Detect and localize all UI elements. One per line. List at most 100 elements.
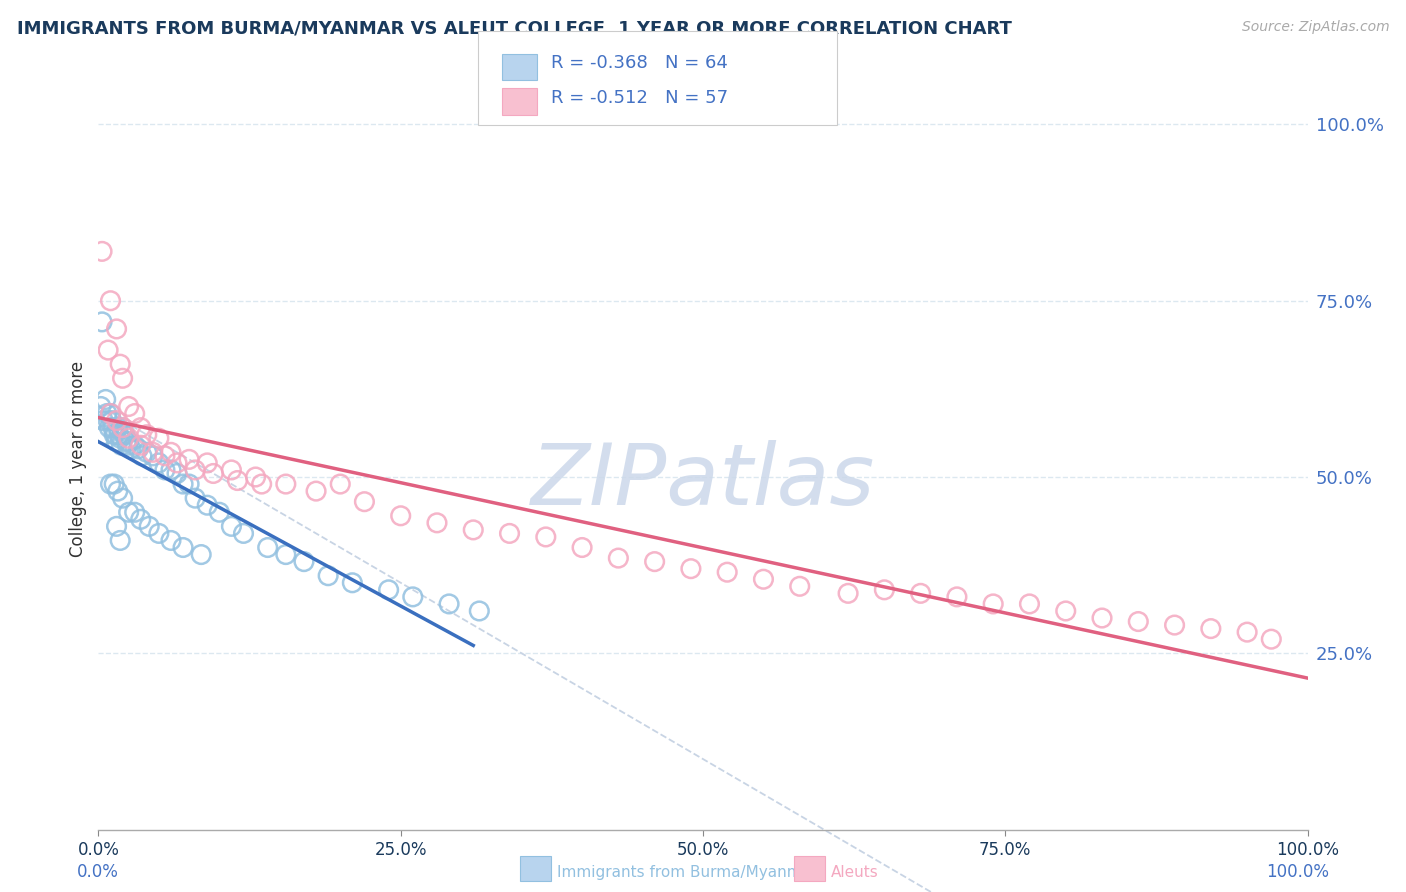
Point [118, 434, 141, 449]
Point [256, 541, 278, 555]
Point [97, 343, 120, 357]
Point [1091, 611, 1114, 625]
Point [120, 442, 142, 456]
Point [118, 505, 141, 519]
Point [910, 586, 932, 600]
Point [124, 505, 146, 519]
Point [1128, 615, 1150, 629]
Point [1236, 625, 1258, 640]
Point [250, 477, 273, 491]
Point [166, 456, 188, 470]
Point [342, 575, 364, 590]
Text: IMMIGRANTS FROM BURMA/MYANMAR VS ALEUT COLLEGE, 1 YEAR OR MORE CORRELATION CHART: IMMIGRANTS FROM BURMA/MYANMAR VS ALEUT C… [17, 20, 1012, 37]
Point [105, 434, 128, 449]
Point [160, 445, 183, 459]
Point [274, 548, 297, 562]
Point [98, 420, 121, 434]
Point [426, 516, 449, 530]
Text: Aleuts: Aleuts [831, 865, 879, 880]
Point [316, 568, 339, 582]
Point [245, 470, 267, 484]
Point [100, 407, 122, 421]
Y-axis label: College, 1 year or more: College, 1 year or more [69, 361, 87, 558]
Point [100, 293, 122, 308]
Point [644, 555, 666, 569]
Point [129, 438, 152, 452]
Point [108, 427, 131, 442]
Point [97, 414, 120, 428]
Point [153, 449, 176, 463]
Point [118, 400, 141, 414]
Point [305, 484, 328, 499]
Point [103, 477, 125, 491]
Point [108, 431, 131, 445]
Point [1163, 618, 1185, 632]
Point [100, 477, 122, 491]
Point [101, 420, 124, 434]
Point [105, 519, 128, 533]
Point [94, 392, 117, 407]
Point [142, 445, 165, 459]
Point [129, 420, 152, 434]
Point [111, 371, 134, 385]
Point [1199, 622, 1222, 636]
Point [172, 477, 194, 491]
Text: R = -0.368   N = 64: R = -0.368 N = 64 [551, 54, 728, 71]
Point [138, 519, 160, 533]
Point [389, 508, 412, 523]
Text: Immigrants from Burma/Myanmar: Immigrants from Burma/Myanmar [557, 865, 817, 880]
Point [232, 526, 254, 541]
Point [184, 491, 207, 505]
Point [873, 582, 896, 597]
Point [129, 512, 152, 526]
Point [91, 244, 114, 259]
Point [498, 526, 520, 541]
Point [117, 438, 139, 452]
Point [148, 431, 170, 445]
Point [93, 427, 115, 442]
Point [402, 590, 425, 604]
Point [104, 427, 127, 442]
Point [142, 449, 165, 463]
Point [107, 484, 129, 499]
Point [115, 434, 138, 449]
Point [195, 456, 218, 470]
Point [114, 427, 136, 442]
Point [148, 526, 170, 541]
Point [90, 400, 112, 414]
Point [124, 438, 146, 452]
Text: Source: ZipAtlas.com: Source: ZipAtlas.com [1241, 20, 1389, 34]
Point [135, 445, 157, 459]
Point [108, 533, 131, 548]
Point [160, 463, 183, 477]
Point [184, 463, 207, 477]
Point [103, 427, 125, 442]
Point [221, 463, 243, 477]
Point [463, 523, 485, 537]
Point [468, 604, 491, 618]
Point [752, 572, 775, 586]
Point [534, 530, 557, 544]
Point [789, 579, 811, 593]
Point [437, 597, 460, 611]
Point [208, 505, 231, 519]
Point [112, 427, 135, 442]
Point [946, 590, 969, 604]
Point [124, 407, 146, 421]
Point [111, 491, 134, 505]
Point [96, 407, 118, 421]
Point [190, 548, 212, 562]
Point [226, 474, 249, 488]
Point [148, 456, 170, 470]
Point [172, 541, 194, 555]
Point [195, 498, 218, 512]
Point [571, 541, 593, 555]
Point [179, 477, 201, 491]
Text: 0.0%: 0.0% [77, 863, 120, 881]
Point [105, 414, 128, 428]
Point [1260, 632, 1282, 647]
Point [91, 414, 114, 428]
Point [981, 597, 1004, 611]
Point [111, 420, 134, 434]
Point [111, 420, 134, 434]
